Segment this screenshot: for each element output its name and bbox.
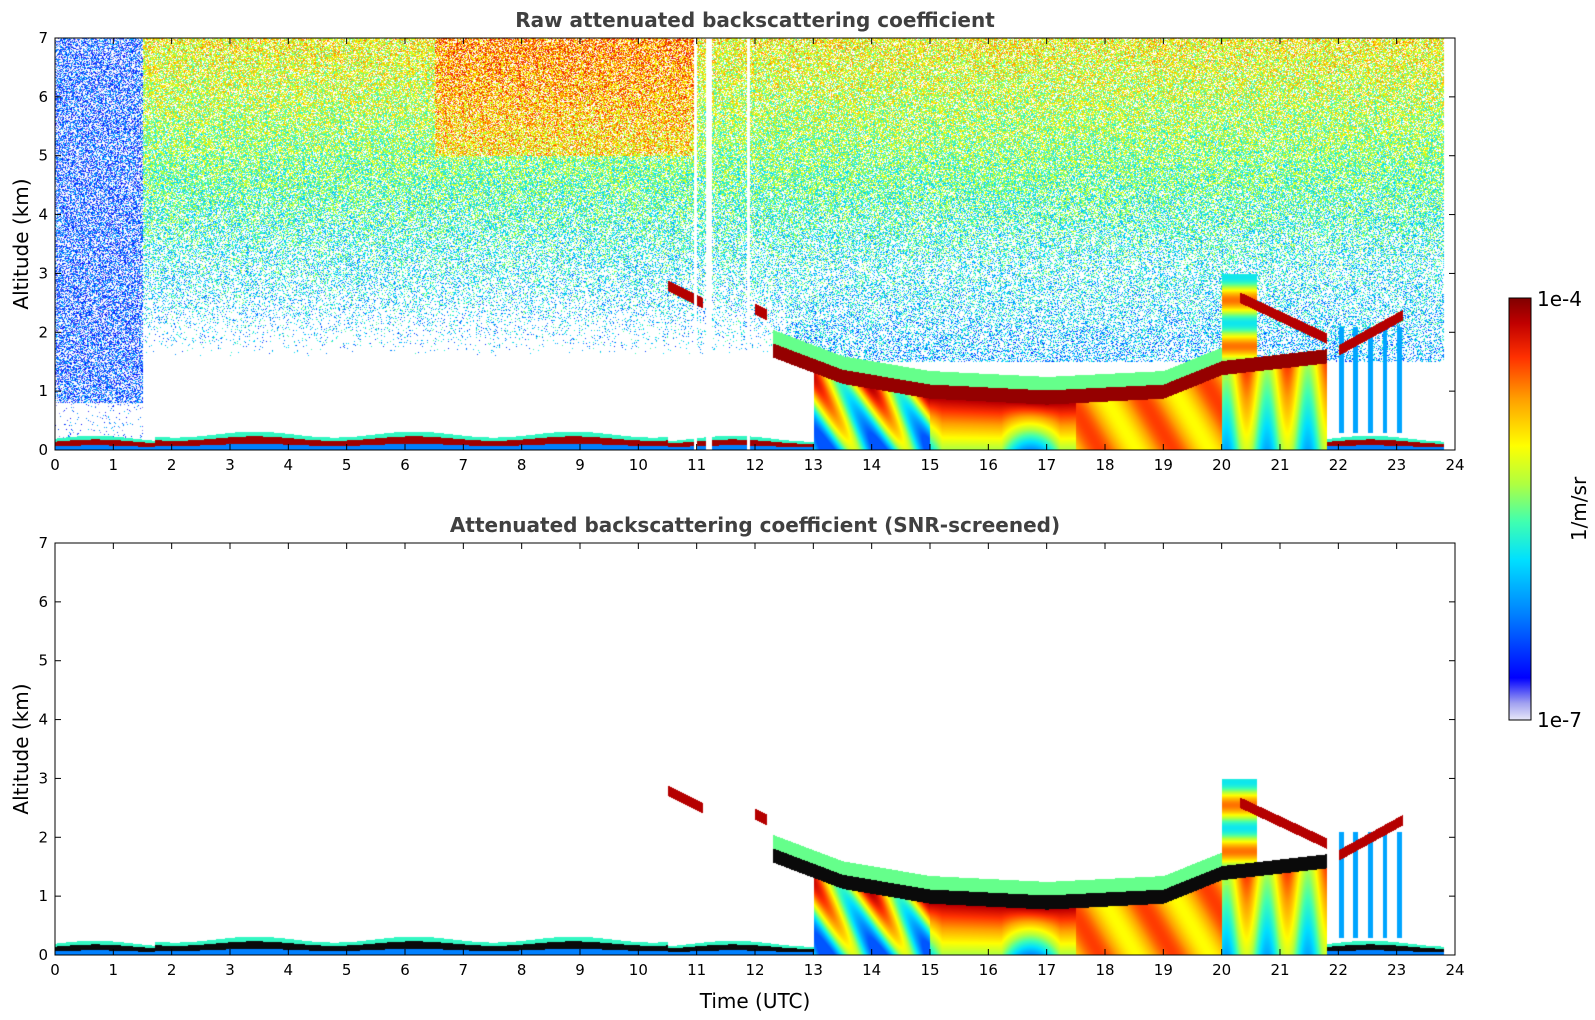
chart-title-screened: Attenuated backscattering coefficient (S… [450, 513, 1060, 537]
x-tick-label: 1 [109, 961, 119, 979]
x-tick-label: 4 [284, 456, 294, 474]
x-tick-label: 0 [50, 456, 60, 474]
x-tick-label: 11 [687, 961, 706, 979]
x-tick-label: 7 [459, 961, 469, 979]
x-tick-label: 17 [1037, 961, 1056, 979]
heatmap-raw [55, 38, 1455, 450]
x-tick-label: 13 [804, 961, 823, 979]
y-tick-label: 4 [38, 711, 48, 729]
x-tick-label: 3 [225, 456, 235, 474]
y-tick-label: 7 [38, 29, 48, 47]
x-tick-label: 20 [1212, 456, 1231, 474]
y-axis-label-screened: Altitude (km) [9, 683, 33, 814]
y-tick-label: 7 [38, 534, 48, 552]
colorbar-max-label: 1e-4 [1537, 287, 1582, 311]
x-tick-label: 22 [1329, 456, 1348, 474]
y-tick-label: 2 [38, 828, 48, 846]
panel-raw: Raw attenuated backscattering coefficien… [9, 8, 1465, 474]
y-axis-raw: 0 1 2 3 4 5 6 7 [38, 29, 1455, 459]
x-tick-label: 5 [342, 456, 352, 474]
x-tick-label: 15 [920, 961, 939, 979]
x-tick-label: 2 [167, 456, 177, 474]
x-tick-label: 6 [400, 456, 410, 474]
x-tick-label: 24 [1445, 456, 1464, 474]
colorbar-gradient [1508, 297, 1532, 721]
y-tick-label: 6 [38, 593, 48, 611]
y-axis-label-raw: Altitude (km) [9, 178, 33, 309]
x-tick-label: 21 [1270, 961, 1289, 979]
x-tick-label: 12 [745, 456, 764, 474]
y-tick-label: 5 [38, 147, 48, 165]
y-tick-label: 1 [38, 887, 48, 905]
x-tick-label: 2 [167, 961, 177, 979]
y-tick-label: 3 [38, 769, 48, 787]
y-tick-label: 0 [38, 441, 48, 459]
x-tick-label: 22 [1329, 961, 1348, 979]
x-tick-label: 16 [979, 961, 998, 979]
x-tick-label: 8 [517, 456, 527, 474]
x-tick-label: 16 [979, 456, 998, 474]
x-tick-label: 11 [687, 456, 706, 474]
x-tick-label: 9 [575, 961, 585, 979]
x-tick-label: 9 [575, 456, 585, 474]
x-axis-raw: 0 1 2 3 4 5 6 7 8 9 10 11 12 13 14 15 16 17 18 19 20 21 22 23 24 [50, 38, 1465, 474]
x-tick-label: 23 [1387, 961, 1406, 979]
x-tick-label: 7 [459, 456, 469, 474]
y-axis-screened: 0 1 2 3 4 5 6 7 [38, 534, 1455, 964]
y-tick-label: 6 [38, 88, 48, 106]
x-tick-label: 10 [629, 961, 648, 979]
y-tick-label: 1 [38, 382, 48, 400]
y-tick-label: 2 [38, 323, 48, 341]
panel-screened: Attenuated backscattering coefficient (S… [9, 513, 1465, 1013]
x-tick-label: 1 [109, 456, 119, 474]
x-tick-label: 8 [517, 961, 527, 979]
colorbar-unit-label: 1/m/sr [1567, 476, 1591, 541]
x-tick-label: 19 [1154, 961, 1173, 979]
x-tick-label: 12 [745, 961, 764, 979]
colorbar-min-label: 1e-7 [1537, 708, 1582, 732]
x-axis-screened: 0 1 2 3 4 5 6 7 8 9 10 11 12 13 14 15 16 17 18 19 20 21 22 23 24 [50, 543, 1465, 979]
y-tick-label: 0 [38, 946, 48, 964]
x-tick-label: 17 [1037, 456, 1056, 474]
x-tick-label: 10 [629, 456, 648, 474]
x-tick-label: 14 [862, 456, 881, 474]
x-tick-label: 24 [1445, 961, 1464, 979]
colorbar: 1e-4 1e-7 1/m/sr [1508, 287, 1591, 732]
x-tick-label: 0 [50, 961, 60, 979]
heatmap-screened [55, 543, 1455, 955]
y-tick-label: 4 [38, 206, 48, 224]
x-tick-label: 6 [400, 961, 410, 979]
x-tick-label: 4 [284, 961, 294, 979]
x-tick-label: 19 [1154, 456, 1173, 474]
x-tick-label: 14 [862, 961, 881, 979]
x-tick-label: 18 [1095, 961, 1114, 979]
chart-title-raw: Raw attenuated backscattering coefficien… [515, 8, 995, 32]
x-tick-label: 23 [1387, 456, 1406, 474]
x-tick-label: 3 [225, 961, 235, 979]
y-tick-label: 5 [38, 652, 48, 670]
x-tick-label: 21 [1270, 456, 1289, 474]
x-tick-label: 20 [1212, 961, 1231, 979]
x-tick-label: 18 [1095, 456, 1114, 474]
x-axis-label-screened: Time (UTC) [699, 989, 811, 1013]
y-tick-label: 3 [38, 264, 48, 282]
x-tick-label: 15 [920, 456, 939, 474]
x-tick-label: 13 [804, 456, 823, 474]
x-tick-label: 5 [342, 961, 352, 979]
